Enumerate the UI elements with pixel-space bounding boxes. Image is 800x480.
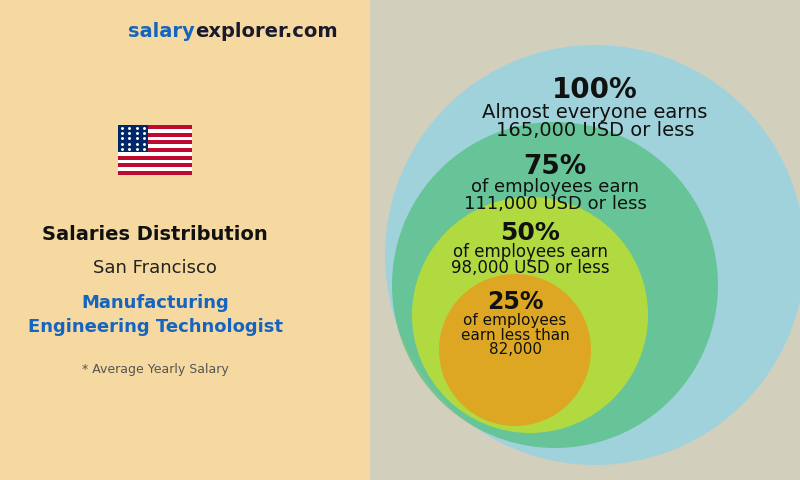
Circle shape [392,122,718,448]
Circle shape [412,197,648,433]
Text: of employees earn: of employees earn [453,243,607,261]
Text: 165,000 USD or less: 165,000 USD or less [496,120,694,140]
Bar [118,152,192,156]
Bar [118,148,192,152]
Bar [118,129,192,132]
Circle shape [439,274,591,426]
Text: Manufacturing
Engineering Technologist: Manufacturing Engineering Technologist [27,293,282,336]
Text: 100%: 100% [552,76,638,104]
Text: 75%: 75% [523,154,586,180]
Text: San Francisco: San Francisco [93,259,217,277]
Text: 111,000 USD or less: 111,000 USD or less [463,195,646,213]
Bar [370,0,800,480]
Text: earn less than: earn less than [461,327,570,343]
Bar [118,125,192,129]
Bar [118,132,192,136]
Circle shape [385,45,800,465]
Bar [118,164,192,168]
Bar [118,125,147,152]
Text: Almost everyone earns: Almost everyone earns [482,103,708,121]
Text: 82,000: 82,000 [489,343,542,358]
Text: 98,000 USD or less: 98,000 USD or less [450,259,610,277]
Text: Salaries Distribution: Salaries Distribution [42,226,268,244]
Text: * Average Yearly Salary: * Average Yearly Salary [82,363,228,376]
Text: 25%: 25% [486,290,543,314]
Bar [118,168,192,171]
Bar [118,160,192,164]
Bar [118,156,192,160]
Text: salary: salary [128,22,195,41]
Bar [118,140,192,144]
Text: of employees earn: of employees earn [471,178,639,196]
Bar [118,144,192,148]
Text: of employees: of employees [463,312,566,327]
Bar [118,136,192,140]
Text: explorer.com: explorer.com [195,22,338,41]
Text: 50%: 50% [500,221,560,245]
Bar [118,171,192,175]
